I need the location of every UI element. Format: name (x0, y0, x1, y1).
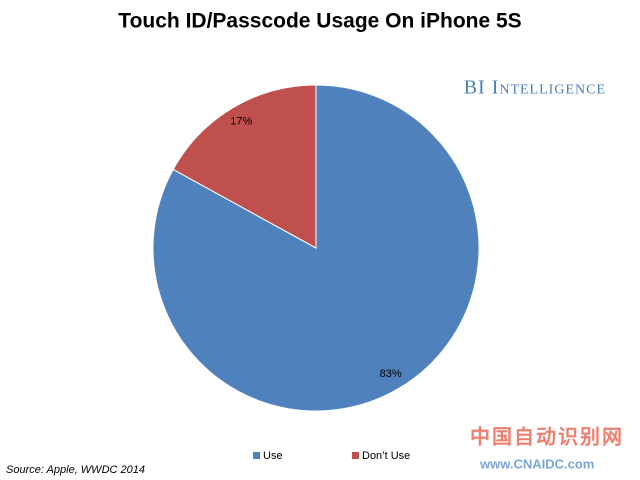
legend-label: Don’t Use (362, 450, 410, 462)
data-label: 83% (380, 368, 402, 380)
data-label: 17% (230, 116, 252, 128)
brand: BI Intelligence (464, 77, 606, 99)
legend-swatch (253, 452, 260, 459)
pie-slice (172, 84, 317, 249)
chart-title: Touch ID/Passcode Usage On iPhone 5S (118, 10, 521, 33)
legend-label: Use (263, 450, 283, 462)
legend: Use Don’t Use (253, 450, 410, 462)
watermark: www.CNAIDC.com (479, 456, 594, 471)
watermark: 中国自动识别网 (470, 424, 624, 448)
source: Source: Apple, WWDC 2014 (6, 464, 145, 476)
pie: 83% 17% (152, 84, 480, 412)
legend-swatch (352, 452, 359, 459)
